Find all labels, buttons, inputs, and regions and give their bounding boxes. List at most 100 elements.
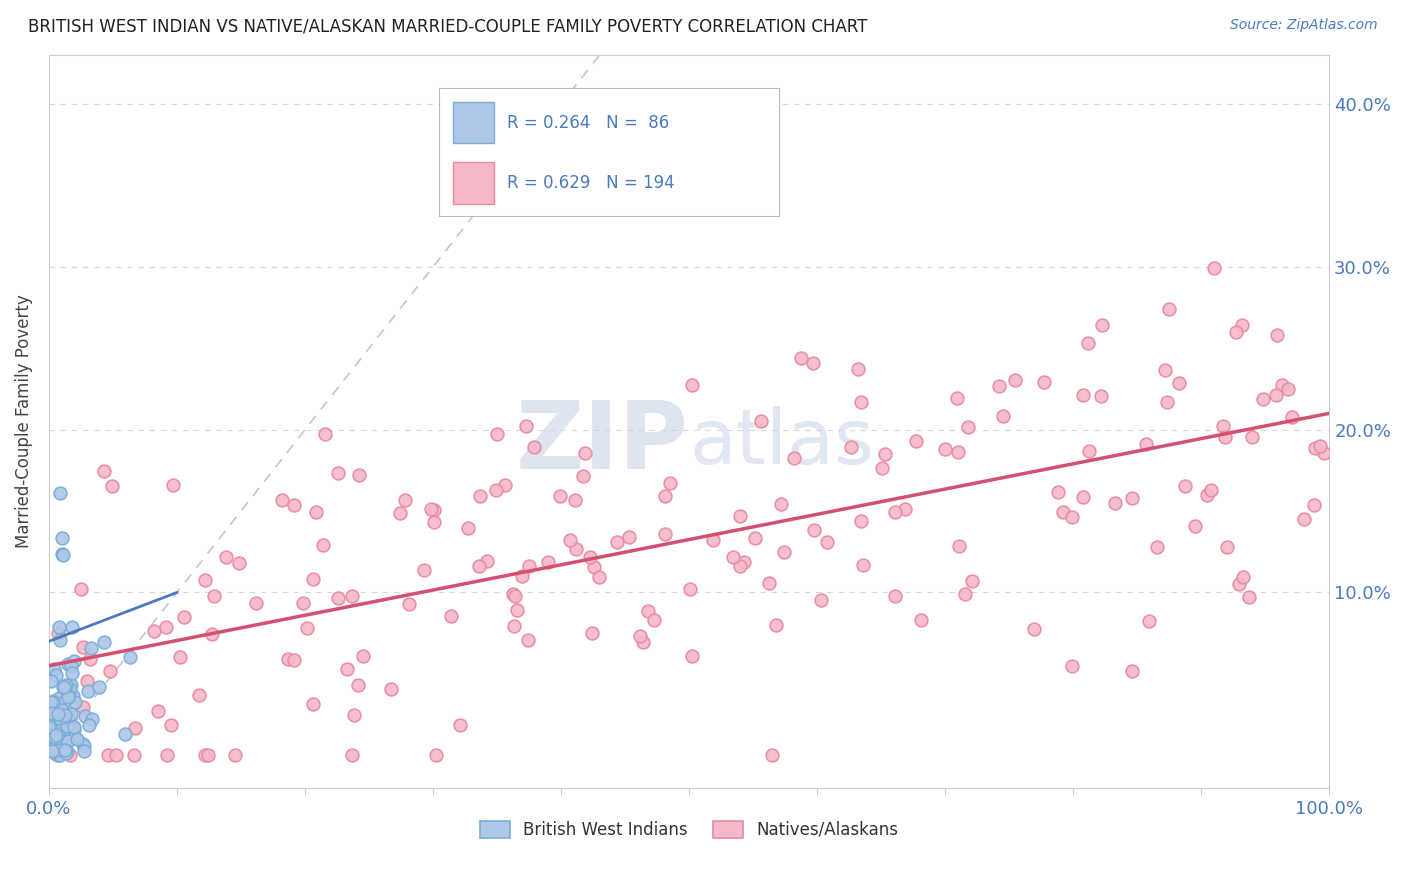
Point xyxy=(45,694,67,708)
Point xyxy=(1227,577,1250,591)
Point xyxy=(1091,318,1114,332)
Point xyxy=(380,681,402,696)
Point xyxy=(41,706,63,720)
Point xyxy=(53,707,76,722)
Point xyxy=(851,514,873,528)
Point xyxy=(53,742,76,756)
Point xyxy=(991,409,1014,424)
Point xyxy=(77,718,100,732)
Point xyxy=(423,516,446,530)
Point xyxy=(946,392,969,406)
Point xyxy=(1156,395,1178,409)
Point xyxy=(1213,430,1236,444)
Point xyxy=(162,478,184,492)
Point xyxy=(758,575,780,590)
Point xyxy=(770,497,793,511)
Point xyxy=(304,505,326,519)
Point xyxy=(1121,491,1143,505)
Point xyxy=(1077,336,1099,351)
Point xyxy=(658,475,681,490)
Point xyxy=(1121,664,1143,678)
Point xyxy=(42,695,65,709)
Point xyxy=(449,718,471,732)
Point xyxy=(76,684,98,698)
Point xyxy=(1137,614,1160,628)
Point xyxy=(45,727,67,741)
Y-axis label: Married-Couple Family Poverty: Married-Couple Family Poverty xyxy=(15,294,32,549)
Point xyxy=(631,635,654,649)
Point xyxy=(948,539,970,553)
Point xyxy=(72,640,94,655)
Point xyxy=(1313,445,1336,459)
Point xyxy=(884,589,907,603)
Point xyxy=(101,479,124,493)
Point xyxy=(564,493,586,508)
Point xyxy=(1309,439,1331,453)
Point xyxy=(637,604,659,618)
Point xyxy=(904,434,927,449)
Point xyxy=(48,706,70,721)
Point xyxy=(1159,301,1181,316)
Point xyxy=(48,620,70,634)
Point xyxy=(72,699,94,714)
Point xyxy=(347,467,370,482)
Point xyxy=(515,418,537,433)
Point xyxy=(312,538,335,552)
Point xyxy=(730,508,752,523)
Point xyxy=(468,489,491,503)
Point xyxy=(340,589,363,603)
Point xyxy=(702,533,724,548)
Point xyxy=(155,619,177,633)
Point xyxy=(44,746,66,760)
Point xyxy=(588,570,610,584)
Point xyxy=(875,447,897,461)
Point xyxy=(98,664,121,678)
Point xyxy=(56,724,79,739)
Point xyxy=(340,748,363,763)
Point xyxy=(606,534,628,549)
Text: BRITISH WEST INDIAN VS NATIVE/ALASKAN MARRIED-COUPLE FAMILY POVERTY CORRELATION : BRITISH WEST INDIAN VS NATIVE/ALASKAN MA… xyxy=(28,18,868,36)
Text: atlas: atlas xyxy=(689,407,875,481)
Point xyxy=(49,748,72,763)
Point xyxy=(765,618,787,632)
Point xyxy=(52,729,75,743)
Point xyxy=(494,478,516,492)
Point xyxy=(681,378,703,392)
Point xyxy=(46,743,69,757)
Point xyxy=(1277,382,1299,396)
Point xyxy=(55,746,77,760)
Point xyxy=(42,731,65,745)
Point xyxy=(1022,622,1045,636)
Point xyxy=(347,678,370,692)
Point xyxy=(503,589,526,603)
Point xyxy=(60,727,83,741)
Point xyxy=(59,748,82,763)
Point xyxy=(728,558,751,573)
Point xyxy=(801,356,824,370)
Point xyxy=(506,603,529,617)
Point xyxy=(852,558,875,573)
Point xyxy=(1265,387,1288,401)
Point xyxy=(581,626,603,640)
Point xyxy=(870,460,893,475)
Point xyxy=(790,351,813,365)
Point xyxy=(52,548,75,562)
Point xyxy=(228,556,250,570)
Point xyxy=(49,735,72,749)
Point xyxy=(579,550,602,565)
Point xyxy=(537,555,560,569)
Point xyxy=(44,739,66,754)
Point xyxy=(169,650,191,665)
Point xyxy=(59,707,82,722)
Point xyxy=(63,723,86,738)
Point xyxy=(215,550,238,565)
Point xyxy=(60,665,83,680)
Point xyxy=(45,737,67,751)
Point xyxy=(744,531,766,545)
Point xyxy=(41,707,63,722)
Point xyxy=(654,489,676,503)
Point xyxy=(574,445,596,459)
Point xyxy=(1167,376,1189,390)
Point xyxy=(44,731,66,745)
Point xyxy=(56,688,79,702)
